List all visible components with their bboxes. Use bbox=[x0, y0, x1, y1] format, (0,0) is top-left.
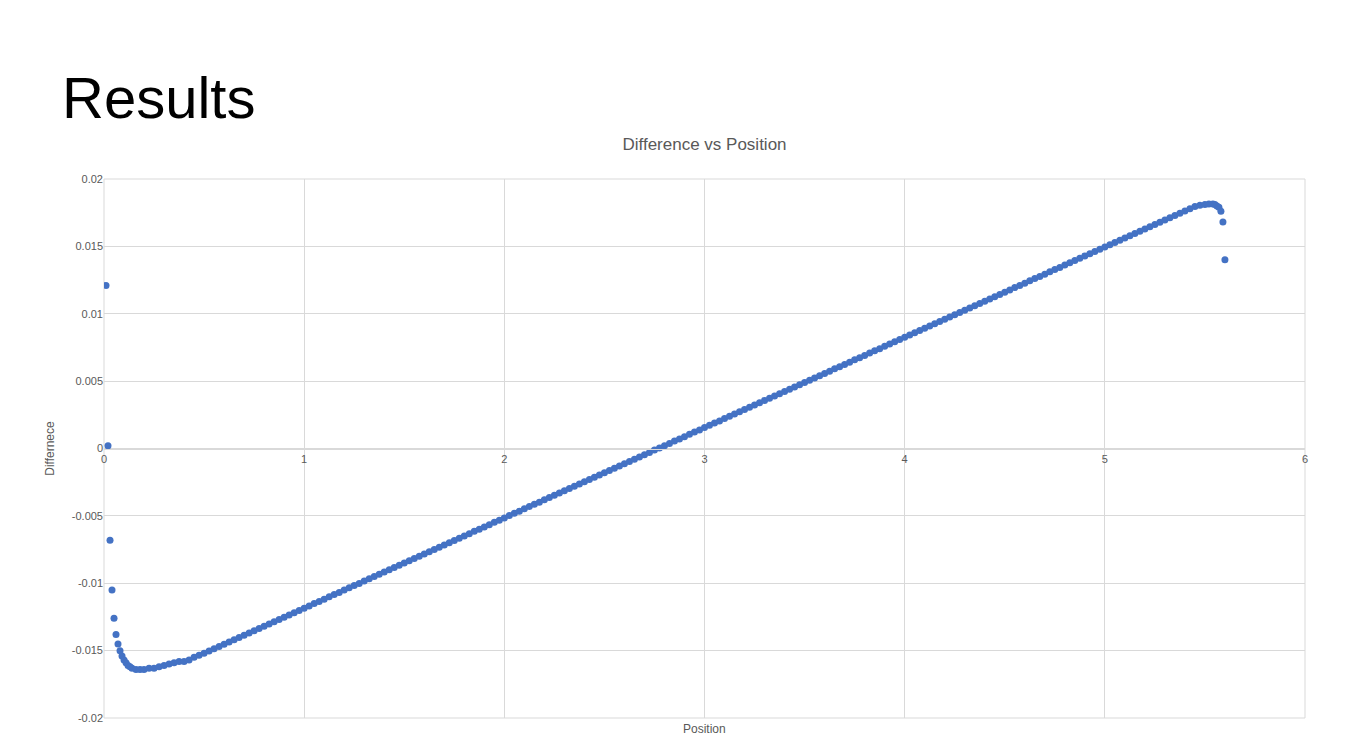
svg-text:-0.005: -0.005 bbox=[72, 510, 103, 522]
svg-text:Difference vs Position: Difference vs Position bbox=[622, 135, 786, 154]
svg-text:0: 0 bbox=[97, 442, 103, 454]
svg-text:0.005: 0.005 bbox=[75, 375, 103, 387]
svg-text:Results: Results bbox=[62, 65, 255, 130]
svg-text:0: 0 bbox=[101, 453, 107, 465]
svg-text:0.02: 0.02 bbox=[82, 173, 103, 185]
svg-text:0.01: 0.01 bbox=[82, 308, 103, 320]
svg-text:Differnece: Differnece bbox=[43, 421, 57, 476]
svg-text:3: 3 bbox=[701, 453, 707, 465]
svg-text:-0.02: -0.02 bbox=[78, 712, 103, 724]
svg-text:-0.015: -0.015 bbox=[72, 644, 103, 656]
svg-text:Position: Position bbox=[683, 722, 726, 736]
svg-text:0.015: 0.015 bbox=[75, 240, 103, 252]
svg-text:-0.01: -0.01 bbox=[78, 577, 103, 589]
svg-text:5: 5 bbox=[1102, 453, 1108, 465]
svg-text:4: 4 bbox=[902, 453, 908, 465]
svg-text:6: 6 bbox=[1302, 453, 1308, 465]
svg-text:2: 2 bbox=[501, 453, 507, 465]
svg-text:1: 1 bbox=[301, 453, 307, 465]
